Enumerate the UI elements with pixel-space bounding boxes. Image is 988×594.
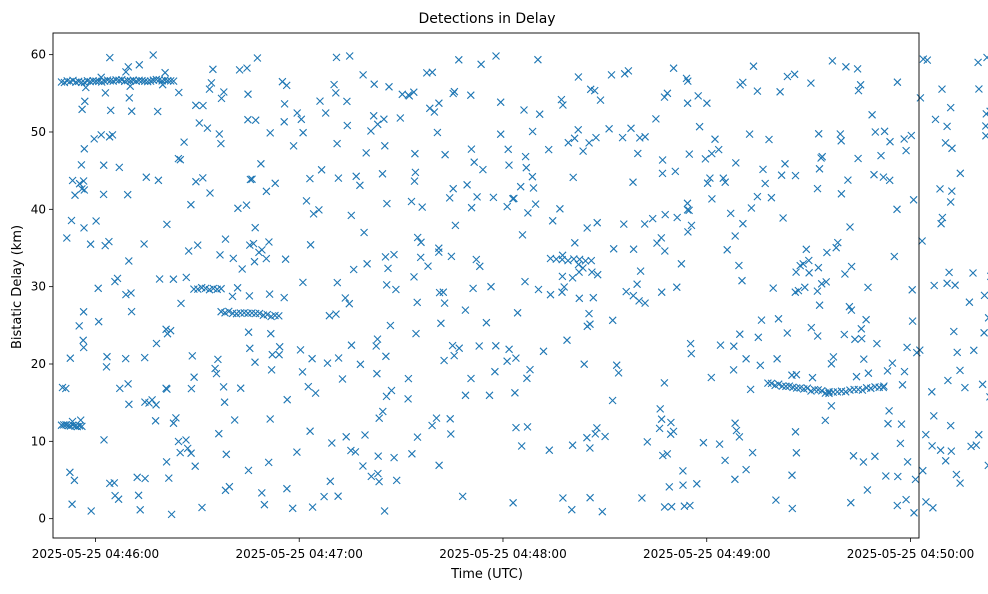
- y-tick-label: 50: [31, 125, 46, 139]
- y-tick-label: 40: [31, 202, 46, 216]
- y-tick-label: 20: [31, 357, 46, 371]
- x-tick-label: 2025-05-25 04:48:00: [439, 547, 566, 561]
- x-tick-label: 2025-05-25 04:46:00: [32, 547, 159, 561]
- y-axis-label: Bistatic Delay (km): [10, 225, 25, 349]
- x-tick-label: 2025-05-25 04:50:00: [847, 547, 974, 561]
- x-tick-label: 2025-05-25 04:49:00: [643, 547, 770, 561]
- x-tick-label: 2025-05-25 04:47:00: [235, 547, 362, 561]
- y-tick-label: 10: [31, 434, 46, 448]
- chart-title: Detections in Delay: [418, 11, 555, 27]
- y-tick-label: 0: [38, 512, 46, 526]
- y-tick-label: 60: [31, 48, 46, 62]
- y-tick-label: 30: [31, 280, 46, 294]
- x-axis-label: Time (UTC): [450, 567, 523, 582]
